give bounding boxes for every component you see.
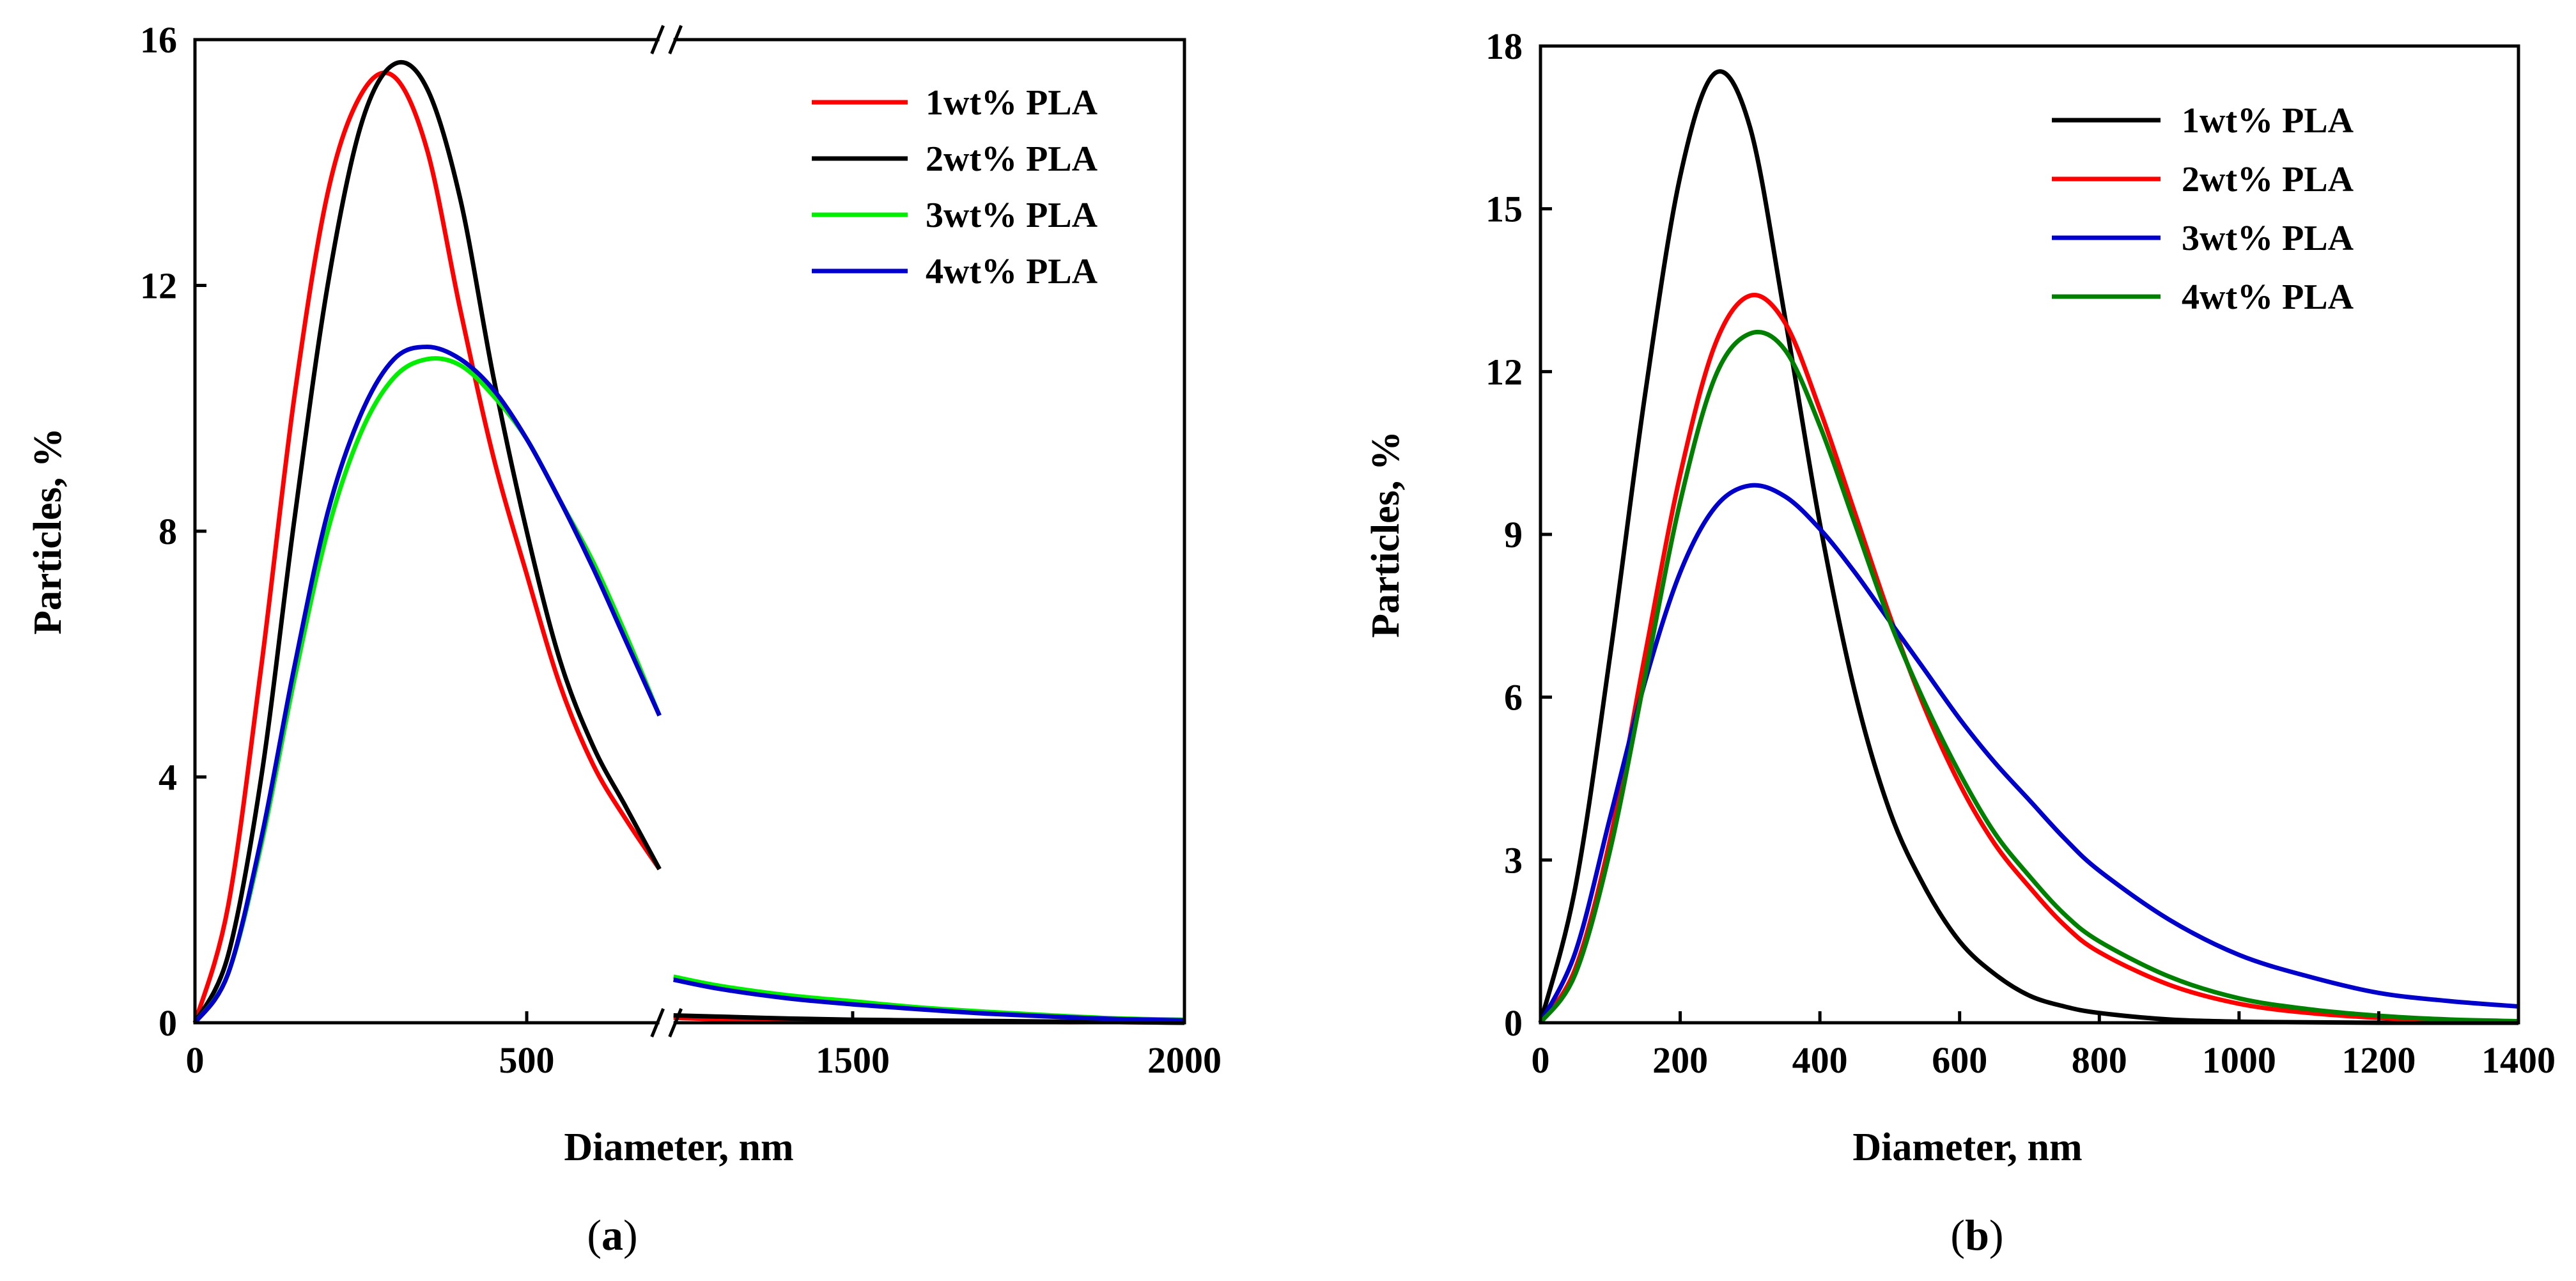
x-tick-label: 0 bbox=[1532, 1039, 1550, 1081]
series-line-3wt-pla bbox=[193, 356, 662, 1025]
series-line-4wt-pla-part2 bbox=[673, 977, 1185, 1023]
panel-caption: (b) bbox=[1950, 1211, 2003, 1259]
plot-frame-right bbox=[673, 38, 1186, 1025]
x-tick-label: 200 bbox=[1652, 1039, 1708, 1081]
y-tick-label: 16 bbox=[140, 19, 177, 61]
series-line-4wt-pla bbox=[193, 345, 662, 1025]
x-axis-label: Diameter, nm bbox=[564, 1126, 793, 1169]
series-line-3wt-pla bbox=[1538, 483, 2519, 1024]
series-line-1wt-pla bbox=[1538, 69, 2518, 1025]
y-tick-label: 18 bbox=[1486, 26, 1523, 67]
legend-entry: 3wt% PLA bbox=[926, 196, 1098, 235]
y-tick-label: 8 bbox=[159, 511, 177, 552]
series-line-3wt-pla-part2 bbox=[673, 974, 1185, 1022]
legend-entry: 1wt% PLA bbox=[926, 83, 1098, 123]
y-tick-label: 0 bbox=[1504, 1002, 1523, 1044]
legend-entry: 1wt% PLA bbox=[2182, 101, 2354, 141]
panel-caption: (a) bbox=[587, 1211, 637, 1259]
legend-entry: 3wt% PLA bbox=[2182, 219, 2354, 258]
x-tick-label: 500 bbox=[499, 1039, 555, 1081]
y-tick-label: 4 bbox=[159, 757, 177, 798]
series-line-2wt-pla bbox=[192, 59, 662, 1024]
y-axis-label: Particles, % bbox=[26, 428, 70, 635]
y-axis-label: Particles, % bbox=[1364, 431, 1408, 638]
axis-break-mark bbox=[650, 25, 665, 54]
plot-frame-left bbox=[193, 38, 660, 1025]
x-tick-label: 1400 bbox=[2481, 1039, 2556, 1081]
y-tick-label: 15 bbox=[1486, 189, 1523, 230]
x-tick-label: 800 bbox=[2072, 1039, 2127, 1081]
y-tick-label: 9 bbox=[1504, 514, 1523, 555]
series-line-2wt-pla bbox=[1539, 292, 2519, 1024]
legend-entry: 4wt% PLA bbox=[926, 252, 1098, 291]
x-axis-label: Diameter, nm bbox=[1852, 1126, 2082, 1169]
y-tick-label: 12 bbox=[1486, 351, 1523, 392]
panel-caption-part: b bbox=[1965, 1211, 1989, 1259]
x-tick-label: 0 bbox=[186, 1039, 205, 1081]
series-line-4wt-pla bbox=[1539, 329, 2519, 1025]
x-tick-label: 400 bbox=[1792, 1039, 1848, 1081]
legend-entry: 4wt% PLA bbox=[2182, 277, 2354, 317]
legend-entry: 2wt% PLA bbox=[2182, 160, 2354, 199]
axis-break-mark bbox=[668, 25, 683, 54]
y-tick-label: 0 bbox=[159, 1002, 177, 1044]
x-tick-label: 1000 bbox=[2202, 1039, 2276, 1081]
y-tick-label: 12 bbox=[140, 265, 177, 307]
panel-caption-part: ( bbox=[1950, 1211, 1965, 1259]
axis-break-mark bbox=[650, 1008, 665, 1037]
chart-panel-b: 0 3 6 9 12 15 18 0 200 400 600 800 1000 1200 1400 Diame… bbox=[1364, 26, 2556, 1259]
panel-caption-part: ) bbox=[623, 1211, 638, 1259]
x-tick-label: 1500 bbox=[816, 1039, 890, 1081]
series-line-1wt-pla bbox=[192, 70, 662, 1023]
chart-panel-a: 0 4 8 12 16 0 500 1500 2000 Diameter, nm Particles… bbox=[26, 19, 1222, 1259]
x-tick-label: 1200 bbox=[2341, 1039, 2416, 1081]
axis-break-mark bbox=[668, 1008, 683, 1037]
x-tick-label: 600 bbox=[1932, 1039, 1987, 1081]
x-tick-label: 2000 bbox=[1147, 1039, 1222, 1081]
panel-caption-part: a bbox=[601, 1211, 623, 1259]
panel-caption-part: ( bbox=[587, 1211, 601, 1259]
panel-caption-part: ) bbox=[1989, 1211, 2004, 1259]
y-tick-label: 6 bbox=[1504, 677, 1523, 718]
legend-entry: 2wt% PLA bbox=[926, 139, 1098, 179]
y-tick-label: 3 bbox=[1504, 839, 1523, 881]
